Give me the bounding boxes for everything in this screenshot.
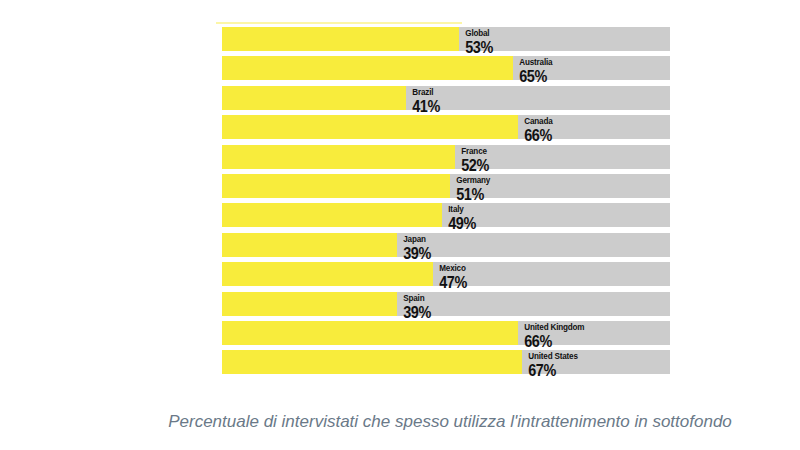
bar-fill — [222, 262, 433, 286]
bar-country-label: Mexico — [439, 264, 466, 273]
bar-country-label: United States — [528, 352, 577, 361]
bar-label: United Kingdom 66% — [518, 323, 584, 350]
bar-row: Canada66% — [222, 115, 670, 139]
bar-label: Italy 49% — [442, 205, 476, 232]
bar-fill — [222, 145, 455, 169]
bar-country-label: Canada — [524, 117, 552, 126]
bar-fill — [222, 174, 450, 198]
bar-country-label: Spain — [403, 294, 430, 303]
bar-row: United States67% — [222, 350, 670, 374]
bar-row: Spain39% — [222, 292, 670, 316]
bar-row: United Kingdom66% — [222, 321, 670, 345]
bar-rows: Global 53% Australia 65% Brazil 41% Canada 66% F… — [222, 27, 670, 374]
bar-label: Brazil 41% — [406, 88, 440, 115]
bar-country-label: Australia — [519, 58, 552, 67]
bar-fill — [222, 350, 522, 374]
accent-line — [216, 22, 462, 24]
bar-row: Australia65% — [222, 56, 670, 80]
bar-label: Spain 39% — [397, 294, 431, 321]
bar-fill — [222, 233, 397, 257]
bar-row: Italy49% — [222, 203, 670, 227]
bar-label: Japan 39% — [397, 235, 431, 262]
bar-country-label: Italy — [448, 205, 475, 214]
bar-value-label: 49% — [448, 216, 475, 232]
bar-fill — [222, 321, 518, 345]
bar-label: Mexico 47% — [433, 264, 467, 291]
bar-label: Global 53% — [459, 29, 493, 56]
bar-label: Canada 66% — [518, 117, 552, 144]
bar-fill — [222, 203, 442, 227]
bar-label: Australia 65% — [513, 58, 552, 85]
bar-country-label: Japan — [403, 235, 430, 244]
bar-fill — [222, 56, 513, 80]
bar-value-label: 39% — [403, 246, 430, 262]
bar-row: Brazil41% — [222, 86, 670, 110]
bar-value-label: 65% — [519, 69, 552, 85]
bar-fill — [222, 115, 518, 139]
bar-value-label: 39% — [403, 305, 430, 321]
bar-label: France 52% — [455, 147, 489, 174]
bar-label: Germany 51% — [450, 176, 490, 203]
background-entertainment-bar-chart: Global 53% Australia 65% Brazil 41% Canada 66% F… — [222, 27, 670, 380]
bar-value-label: 52% — [461, 158, 488, 174]
bar-row: France52% — [222, 145, 670, 169]
bar-country-label: Germany — [457, 176, 491, 185]
bar-country-label: United Kingdom — [524, 323, 584, 332]
bar-row: Japan39% — [222, 233, 670, 257]
bar-row: Global53% — [222, 27, 670, 51]
bar-label: United States 67% — [522, 352, 578, 379]
bar-value-label: 51% — [457, 187, 491, 203]
bar-country-label: France — [461, 147, 488, 156]
bar-row: Germany51% — [222, 174, 670, 198]
bar-value-label: 67% — [528, 363, 577, 379]
bar-value-label: 41% — [412, 99, 439, 115]
bar-country-label: Global — [466, 29, 493, 38]
bar-fill — [222, 27, 459, 51]
bar-value-label: 66% — [524, 128, 552, 144]
bar-row: Mexico47% — [222, 262, 670, 286]
bar-value-label: 47% — [439, 275, 466, 291]
bar-value-label: 53% — [466, 40, 493, 56]
bar-country-label: Brazil — [412, 88, 439, 97]
bar-value-label: 66% — [524, 334, 584, 350]
chart-caption: Percentuale di intervistati che spesso u… — [100, 412, 800, 432]
bar-fill — [222, 292, 397, 316]
bar-fill — [222, 86, 406, 110]
